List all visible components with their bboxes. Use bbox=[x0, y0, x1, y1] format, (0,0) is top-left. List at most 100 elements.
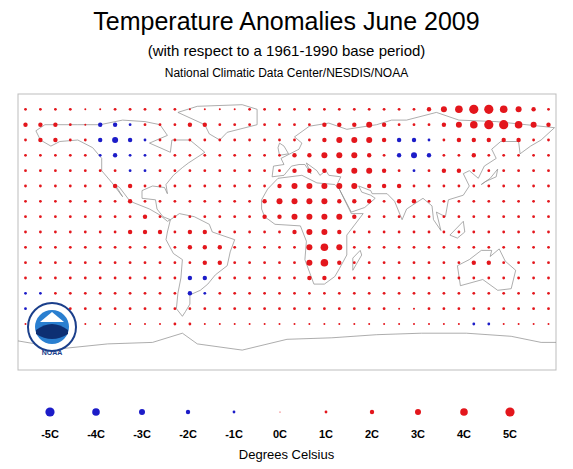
anomaly-dot bbox=[487, 307, 490, 310]
anomaly-dot bbox=[458, 246, 461, 249]
anomaly-dot bbox=[307, 153, 311, 157]
anomaly-dot bbox=[203, 245, 207, 249]
anomaly-dot bbox=[24, 246, 27, 249]
anomaly-dot bbox=[368, 108, 371, 111]
anomaly-dot bbox=[203, 169, 206, 172]
anomaly-dot bbox=[144, 307, 147, 310]
anomaly-dot bbox=[502, 185, 505, 188]
anomaly-dot bbox=[233, 261, 236, 264]
anomaly-dot bbox=[336, 168, 342, 174]
anomaly-dot bbox=[189, 200, 192, 203]
anomaly-dot bbox=[517, 169, 520, 172]
anomaly-dot bbox=[531, 122, 537, 128]
anomaly-dot bbox=[338, 292, 341, 295]
anomaly-dot bbox=[308, 292, 311, 295]
logo: NOAA bbox=[28, 303, 76, 356]
anomaly-dot bbox=[322, 123, 326, 127]
anomaly-dot bbox=[336, 152, 342, 158]
anomaly-dot bbox=[472, 138, 476, 142]
anomaly-dot bbox=[322, 276, 326, 280]
legend-dot bbox=[460, 408, 468, 416]
anomaly-dot bbox=[144, 169, 147, 172]
anomaly-dot bbox=[69, 292, 72, 295]
anomaly-dot bbox=[428, 215, 431, 218]
anomaly-dot bbox=[189, 139, 192, 142]
anomaly-dot bbox=[129, 215, 132, 218]
logo-disc bbox=[35, 310, 69, 344]
anomaly-dot bbox=[487, 154, 490, 157]
anomaly-dot bbox=[278, 169, 281, 172]
anomaly-dot bbox=[413, 246, 416, 249]
anomaly-dot bbox=[532, 231, 535, 234]
anomaly-dot bbox=[218, 169, 221, 172]
anomaly-dot bbox=[263, 139, 266, 142]
anomaly-dot bbox=[144, 323, 146, 325]
logo-wave bbox=[36, 324, 68, 339]
anomaly-dot bbox=[69, 123, 72, 126]
anomaly-dot bbox=[233, 123, 236, 126]
anomaly-dot bbox=[532, 154, 535, 157]
anomaly-dot bbox=[442, 169, 446, 173]
anomaly-dot bbox=[99, 246, 102, 249]
anomaly-dot bbox=[278, 123, 281, 126]
anomaly-dot bbox=[382, 138, 386, 142]
anomaly-dot bbox=[547, 215, 550, 218]
anomaly-dot bbox=[531, 107, 535, 111]
anomaly-dot bbox=[458, 215, 461, 218]
anomaly-dot bbox=[411, 152, 417, 158]
anomaly-dot bbox=[502, 138, 506, 142]
anomaly-dot bbox=[458, 185, 461, 188]
anomaly-dot bbox=[278, 154, 281, 157]
anomaly-dot bbox=[233, 307, 236, 310]
legend-dot bbox=[186, 410, 190, 414]
anomaly-dot bbox=[398, 231, 401, 234]
anomaly-dot bbox=[532, 246, 535, 249]
anomaly-dot bbox=[203, 215, 206, 218]
anomaly-dot bbox=[428, 185, 431, 188]
anomaly-dot bbox=[502, 307, 505, 310]
anomaly-dot bbox=[159, 108, 162, 111]
anomaly-dot bbox=[99, 307, 102, 310]
anomaly-dot bbox=[502, 231, 505, 234]
anomaly-dot bbox=[547, 169, 550, 172]
anomaly-dot bbox=[307, 169, 311, 173]
anomaly-dot bbox=[174, 108, 177, 111]
anomaly-dot bbox=[263, 307, 266, 310]
anomaly-dot bbox=[24, 185, 27, 188]
anomaly-dot bbox=[114, 215, 117, 218]
anomaly-dot bbox=[218, 215, 221, 218]
anomaly-dot bbox=[338, 277, 341, 280]
anomaly-dot bbox=[262, 199, 266, 203]
anomaly-dot bbox=[53, 138, 57, 142]
anomaly-dot bbox=[368, 261, 371, 264]
anomaly-dot bbox=[204, 323, 206, 325]
anomaly-dot bbox=[277, 198, 283, 204]
legend-label: -4C bbox=[87, 428, 105, 440]
anomaly-dot bbox=[129, 246, 132, 249]
anomaly-dot bbox=[24, 277, 27, 280]
chart: Temperature Anomalies June 2009(with res… bbox=[0, 0, 573, 469]
anomaly-dot bbox=[412, 138, 416, 142]
anomaly-dot bbox=[413, 108, 416, 111]
anomaly-dot bbox=[293, 123, 296, 126]
anomaly-dot bbox=[54, 169, 57, 172]
anomaly-dot bbox=[547, 200, 550, 203]
anomaly-dot bbox=[144, 123, 147, 126]
anomaly-dot bbox=[353, 246, 356, 249]
anomaly-dot bbox=[502, 246, 505, 249]
anomaly-dot bbox=[503, 323, 505, 325]
anomaly-dot bbox=[353, 277, 356, 280]
anomaly-dot bbox=[353, 307, 356, 310]
anomaly-dot bbox=[321, 259, 329, 267]
anomaly-dot bbox=[248, 108, 251, 111]
anomaly-dot bbox=[114, 261, 117, 264]
legend-title: Degrees Celsius bbox=[239, 447, 335, 462]
anomaly-dot bbox=[472, 261, 476, 265]
anomaly-dot bbox=[69, 246, 72, 249]
anomaly-dot bbox=[249, 323, 251, 325]
anomaly-dot bbox=[428, 123, 431, 126]
anomaly-dot bbox=[517, 200, 520, 203]
anomaly-dot bbox=[337, 199, 341, 203]
anomaly-dot bbox=[321, 183, 327, 189]
anomaly-dot bbox=[233, 185, 236, 188]
